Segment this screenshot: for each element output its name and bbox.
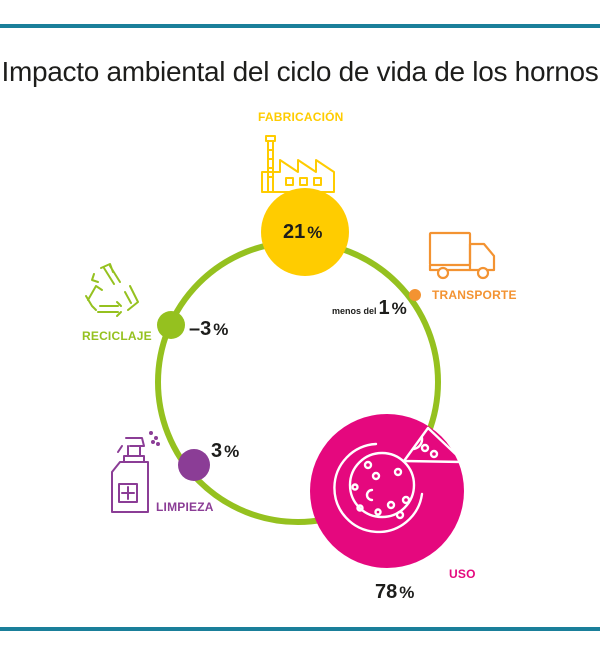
uso-node	[310, 414, 464, 568]
transporte-number: 1	[378, 297, 390, 319]
fabricacion-node	[261, 188, 349, 276]
recycle-icon	[85, 263, 139, 317]
fabricacion-unit: %	[307, 223, 323, 242]
limpieza-unit: %	[224, 442, 240, 461]
fabricacion-number: 21	[283, 221, 306, 243]
limpieza-label: LIMPIEZA	[156, 500, 214, 514]
reciclaje-label: RECICLAJE	[82, 329, 152, 343]
uso-label: USO	[449, 567, 476, 581]
fabricacion-value: 21%	[283, 221, 322, 244]
reciclaje-number: –3	[189, 318, 212, 340]
uso-number: 78	[375, 581, 398, 603]
transporte-unit: %	[391, 299, 407, 318]
limpieza-node	[178, 449, 210, 481]
reciclaje-node	[157, 311, 185, 339]
top-rule	[0, 24, 600, 28]
spray-bottle-icon	[111, 431, 160, 513]
reciclaje-unit: %	[213, 320, 229, 339]
limpieza-value: 3%	[211, 440, 239, 463]
transporte-node	[409, 289, 421, 301]
uso-value: 78%	[375, 581, 414, 604]
limpieza-number: 3	[211, 440, 223, 462]
pizza-icon	[333, 426, 466, 534]
bottom-rule	[0, 627, 600, 631]
transporte-prefix: menos del	[332, 306, 377, 316]
transporte-value: menos del 1%	[332, 297, 407, 320]
reciclaje-value: –3%	[189, 318, 228, 341]
uso-unit: %	[399, 583, 415, 602]
fabricacion-label: FABRICACIÓN	[258, 110, 344, 124]
transporte-label: TRANSPORTE	[432, 288, 517, 302]
page-title: Impacto ambiental del ciclo de vida de l…	[1, 56, 599, 87]
truck-icon	[428, 231, 496, 280]
factory-icon	[261, 135, 335, 193]
